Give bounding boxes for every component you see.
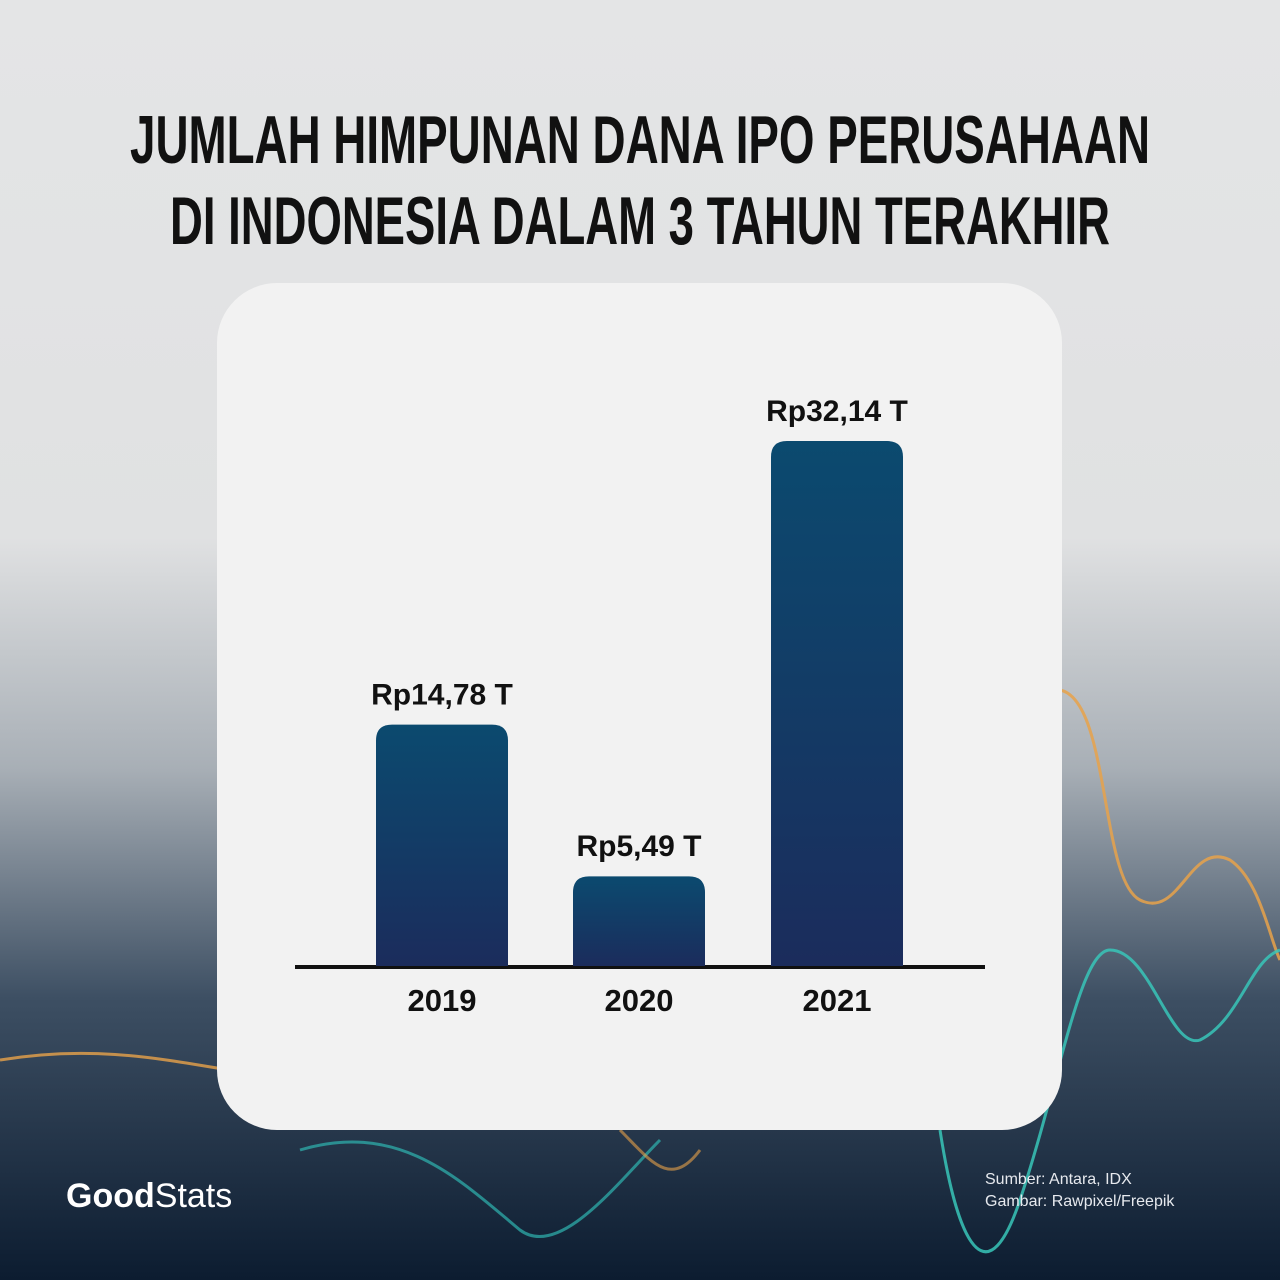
bar <box>573 876 705 966</box>
decoration <box>0 688 1280 1254</box>
chart-title: JUMLAH HIMPUNAN DANA IPO PERUSAHAAN <box>130 102 1150 178</box>
logo-bold: Good <box>66 1177 155 1215</box>
x-tick-label: 2019 <box>408 983 477 1018</box>
source: Gambar: Rawpixel/Freepik <box>985 1193 1175 1210</box>
source: Sumber: Antara, IDX <box>985 1171 1132 1188</box>
logo: GoodStats <box>66 1177 232 1215</box>
value-label: Rp32,14 T <box>766 395 908 428</box>
chart-title: DI INDONESIA DALAM 3 TAHUN TERAKHIR <box>170 183 1110 259</box>
value-label: Rp5,49 T <box>576 830 701 863</box>
x-tick-label: 2020 <box>605 983 674 1018</box>
bar <box>771 441 903 966</box>
x-tick-label: 2021 <box>803 983 872 1018</box>
value-label: Rp14,78 T <box>371 678 513 711</box>
logo-regular: Stats <box>155 1177 232 1215</box>
bar <box>376 724 508 966</box>
